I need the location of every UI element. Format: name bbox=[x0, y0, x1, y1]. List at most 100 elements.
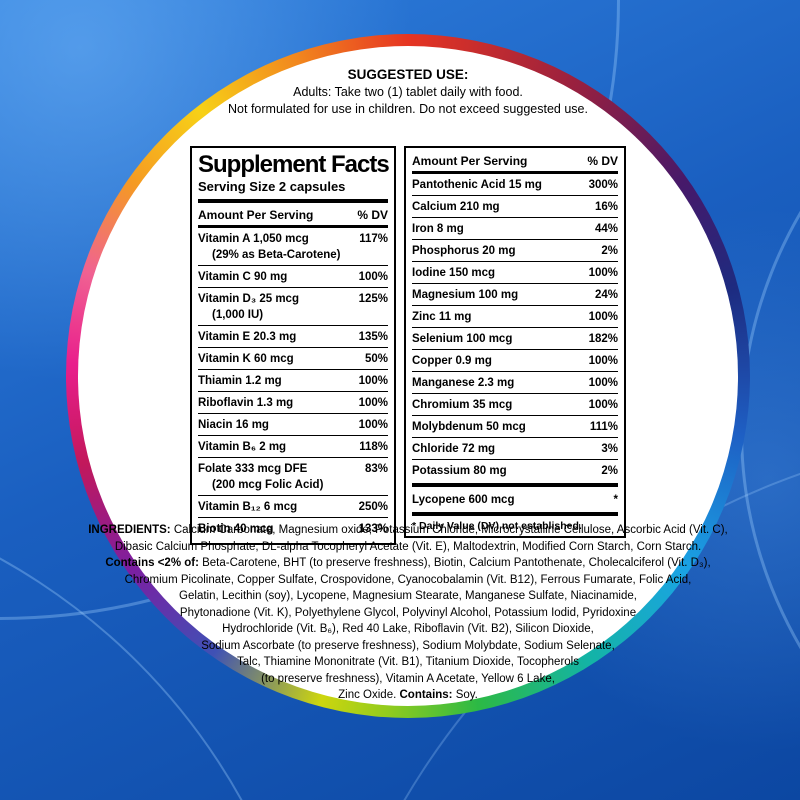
nutrient-dv: 2% bbox=[601, 244, 618, 257]
ingredients-text-segment: Gelatin, Lecithin (soy), Lycopene, Magne… bbox=[179, 590, 637, 602]
ingredients-line: Phytonadione (Vit. K), Polyethylene Glyc… bbox=[83, 605, 733, 622]
nutrient-row: Zinc 11 mg 100% bbox=[412, 305, 618, 327]
nutrient-row: Vitamin K 60 mcg 50% bbox=[198, 347, 388, 369]
nutrient-dv: 182% bbox=[588, 332, 618, 345]
nutrient-name: Zinc 11 mg bbox=[412, 309, 471, 325]
ingredients-text-segment: Zinc Oxide. bbox=[338, 689, 400, 701]
nutrient-name-text: Chloride 72 mg bbox=[412, 442, 496, 455]
nutrient-row: Selenium 100 mcg 182% bbox=[412, 327, 618, 349]
nutrient-name-text: Phosphorus 20 mg bbox=[412, 244, 516, 257]
nutrient-name: Vitamin C 90 mg bbox=[198, 269, 287, 285]
nutrient-name: Manganese 2.3 mg bbox=[412, 375, 514, 391]
nutrient-name-text: Vitamin A 1,050 mcg bbox=[198, 232, 309, 245]
ingredients-line: Chromium Picolinate, Copper Sulfate, Cro… bbox=[83, 572, 733, 589]
rainbow-ring: SUGGESTED USE: Adults: Take two (1) tabl… bbox=[66, 34, 750, 718]
nutrient-dv: 117% bbox=[359, 232, 388, 245]
nutrient-name-text: Copper 0.9 mg bbox=[412, 354, 492, 367]
column-header-amount: Amount Per Serving bbox=[198, 208, 314, 222]
nutrient-dv: 133% bbox=[358, 522, 388, 535]
nutrient-dv: 83% bbox=[364, 462, 388, 475]
ingredients-line: Hydrochloride (Vit. B₆), Red 40 Lake, Ri… bbox=[83, 621, 733, 638]
nutrient-row: Phosphorus 20 mg 2% bbox=[412, 239, 618, 261]
nutrient-row: Molybdenum 50 mcg 111% bbox=[412, 415, 618, 437]
ingredients-bold-label: Contains: bbox=[399, 689, 453, 701]
nutrient-name: Biotin 40 mcg bbox=[198, 521, 273, 537]
nutrient-row: Manganese 2.3 mg 100% bbox=[412, 371, 618, 393]
nutrient-name: Vitamin D₃ 25 mcg (1,000 IU) bbox=[198, 291, 299, 323]
nutrient-name-text: Niacin 16 mg bbox=[198, 418, 269, 431]
nutrient-name-text: Vitamin K 60 mcg bbox=[198, 352, 294, 365]
divider-bar bbox=[412, 512, 618, 516]
nutrient-row: Calcium 210 mg 16% bbox=[412, 195, 618, 217]
divider-bar bbox=[412, 483, 618, 487]
nutrient-row: Vitamin C 90 mg 100% bbox=[198, 265, 388, 287]
nutrient-dv: 100% bbox=[588, 376, 618, 389]
nutrient-name: Niacin 16 mg bbox=[198, 417, 269, 433]
ingredients-line: Talc, Thiamine Mononitrate (Vit. B1), Ti… bbox=[83, 654, 733, 671]
nutrient-name: Iodine 150 mcg bbox=[412, 265, 495, 281]
nutrient-row: Potassium 80 mg 2% bbox=[412, 459, 618, 481]
divider-bar bbox=[198, 199, 388, 203]
nutrient-name-text: Folate 333 mcg DFE bbox=[198, 462, 308, 475]
nutrient-row: Vitamin E 20.3 mg 135% bbox=[198, 325, 388, 347]
nutrient-row: Vitamin B₆ 2 mg 118% bbox=[198, 435, 388, 457]
supplement-facts-panels: Supplement Facts Serving Size 2 capsules… bbox=[190, 146, 626, 545]
nutrient-name-text: Vitamin D₃ 25 mcg bbox=[198, 292, 299, 305]
nutrient-name: Molybdenum 50 mcg bbox=[412, 419, 526, 435]
column-header-row: Amount Per Serving % DV bbox=[412, 151, 618, 170]
nutrient-name-text: Vitamin B₁₂ 6 mcg bbox=[198, 500, 298, 513]
supplement-facts-left-panel: Supplement Facts Serving Size 2 capsules… bbox=[190, 146, 396, 545]
nutrient-subtext: (29% as Beta-Carotene) bbox=[212, 248, 341, 261]
nutrient-row: Pantothenic Acid 15 mg 300% bbox=[412, 174, 618, 195]
nutrient-dv: 100% bbox=[358, 396, 388, 409]
ingredients-text-segment: Hydrochloride (Vit. B₆), Red 40 Lake, Ri… bbox=[222, 623, 594, 635]
nutrient-row: Thiamin 1.2 mg 100% bbox=[198, 369, 388, 391]
nutrient-name-text: Biotin 40 mcg bbox=[198, 522, 274, 535]
ingredients-bold-label: Contains <2% of: bbox=[105, 557, 199, 569]
nutrient-name: Lycopene 600 mcg bbox=[412, 493, 515, 506]
nutrient-name: Potassium 80 mg bbox=[412, 463, 507, 479]
nutrient-name-text: Riboflavin 1.3 mg bbox=[198, 396, 294, 409]
nutrient-name: Thiamin 1.2 mg bbox=[198, 373, 282, 389]
ingredients-line: Sodium Ascorbate (to preserve freshness)… bbox=[83, 638, 733, 655]
nutrient-name-text: Iron 8 mg bbox=[412, 222, 464, 235]
nutrient-name-text: Potassium 80 mg bbox=[412, 464, 507, 477]
nutrient-name-text: Vitamin C 90 mg bbox=[198, 270, 288, 283]
ingredients-line: (to preserve freshness), Vitamin A Aceta… bbox=[83, 671, 733, 688]
nutrient-name-text: Vitamin E 20.3 mg bbox=[198, 330, 297, 343]
nutrient-dv: 135% bbox=[358, 330, 388, 343]
nutrient-dv: 16% bbox=[594, 200, 618, 213]
ingredients-text-segment: Dibasic Calcium Phosphate, DL-alpha Toco… bbox=[114, 540, 702, 553]
nutrient-dv: 100% bbox=[588, 354, 618, 367]
nutrient-dv: 100% bbox=[588, 310, 618, 323]
ingredients-line: Contains <2% of: Beta-Carotene, BHT (to … bbox=[83, 555, 733, 572]
nutrient-dv: * bbox=[613, 493, 618, 506]
ingredients-text-segment: Sodium Ascorbate (to preserve freshness)… bbox=[201, 639, 615, 652]
nutrient-name-text: Manganese 2.3 mg bbox=[412, 376, 515, 389]
nutrient-name-text: Zinc 11 mg bbox=[412, 310, 472, 323]
nutrient-row: Vitamin A 1,050 mcg (29% as Beta-Carotene… bbox=[198, 228, 388, 265]
suggested-use-title: SUGGESTED USE: bbox=[347, 67, 469, 82]
nutrient-row: Niacin 16 mg 100% bbox=[198, 413, 388, 435]
ingredients-text-segment: Talc, Thiamine Mononitrate (Vit. B1), Ti… bbox=[237, 656, 579, 668]
nutrient-dv: 24% bbox=[594, 288, 618, 301]
ingredients-text-segment: Calcium Carbonate, Magnesium oxide, Pota… bbox=[170, 524, 728, 536]
ingredients-text: INGREDIENTS: Calcium Carbonate, Magnesiu… bbox=[83, 522, 733, 704]
nutrient-name-text: Magnesium 100 mg bbox=[412, 288, 519, 301]
column-header-dv: % DV bbox=[357, 208, 388, 222]
nutrient-row: Iron 8 mg 44% bbox=[412, 217, 618, 239]
nutrient-name: Selenium 100 mcg bbox=[412, 331, 512, 347]
nutrient-dv: 300% bbox=[588, 178, 618, 191]
nutrient-row: Biotin 40 mcg 133% bbox=[198, 517, 388, 539]
nutrient-name: Riboflavin 1.3 mg bbox=[198, 395, 293, 411]
divider-bar bbox=[198, 225, 388, 228]
nutrient-name: Chromium 35 mcg bbox=[412, 397, 512, 413]
nutrient-name: Chloride 72 mg bbox=[412, 441, 495, 457]
ingredients-text-segment: Chromium Picolinate, Copper Sulfate, Cro… bbox=[124, 573, 692, 586]
ingredients-text-segment: (to preserve freshness), Vitamin A Aceta… bbox=[261, 672, 555, 685]
ingredients-text-segment: Soy. bbox=[452, 689, 478, 701]
nutrient-row: Riboflavin 1.3 mg 100% bbox=[198, 391, 388, 413]
nutrient-row: Chromium 35 mcg 100% bbox=[412, 393, 618, 415]
nutrient-dv: 100% bbox=[588, 266, 618, 279]
nutrient-dv: 111% bbox=[589, 420, 618, 433]
